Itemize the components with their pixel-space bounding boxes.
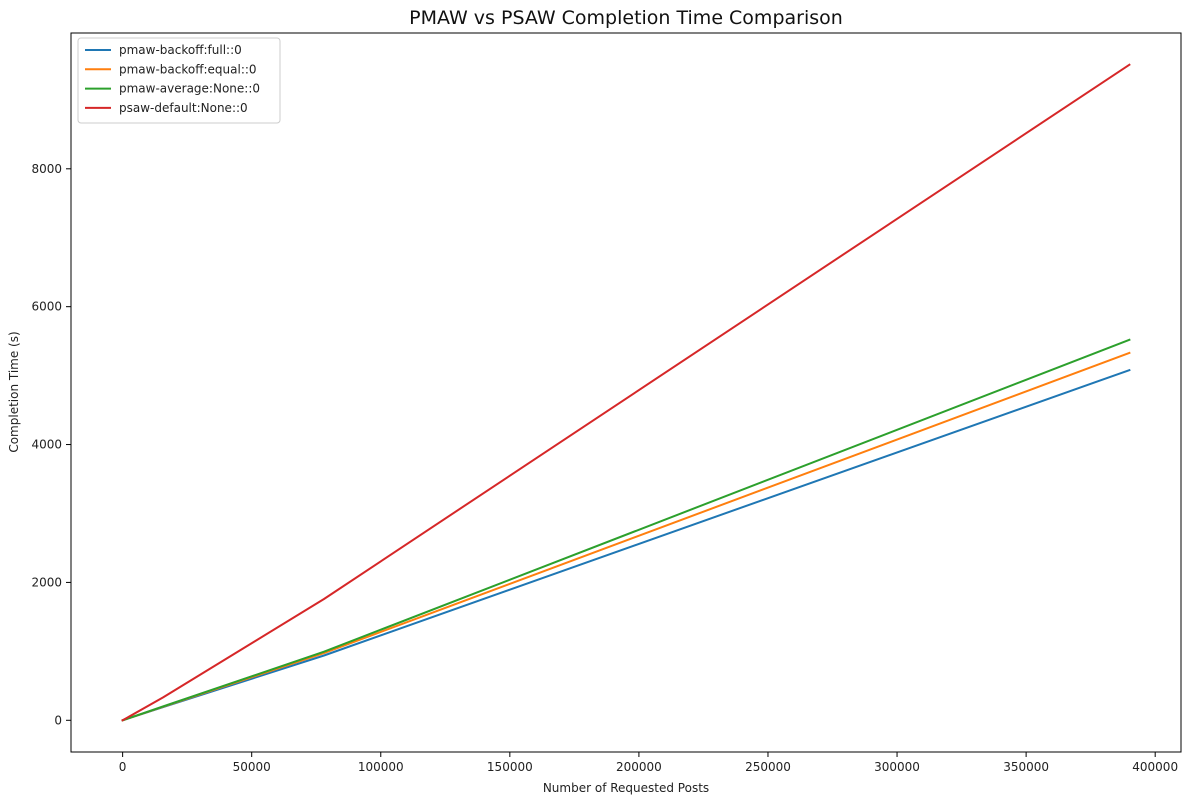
plot-area-frame bbox=[70, 32, 1182, 753]
y-tick-label: 2000 bbox=[31, 575, 62, 589]
y-axis-label: Completion Time (s) bbox=[7, 331, 21, 452]
x-tick-label: 150000 bbox=[487, 760, 533, 774]
series-line bbox=[121, 63, 1131, 722]
x-tick-label: 50000 bbox=[233, 760, 271, 774]
x-tick-label: 300000 bbox=[874, 760, 920, 774]
x-tick-label: 400000 bbox=[1132, 760, 1178, 774]
chart-title: PMAW vs PSAW Completion Time Comparison bbox=[409, 7, 843, 29]
legend-label: pmaw-backoff:full::0 bbox=[119, 43, 242, 57]
series-line bbox=[121, 338, 1131, 722]
series-lines bbox=[121, 63, 1131, 722]
x-axis-ticks: 0 50000 100000 150000 200000 250000 300000 3500… bbox=[119, 752, 1178, 774]
x-tick-label: 250000 bbox=[745, 760, 791, 774]
y-axis-ticks: 0 2000 4000 6000 8000 bbox=[31, 162, 71, 727]
legend: pmaw-backoff:full::0pmaw-backoff:equal::… bbox=[77, 37, 281, 124]
series-line bbox=[121, 368, 1131, 722]
legend-label: pmaw-backoff:equal::0 bbox=[119, 62, 257, 76]
x-tick-label: 100000 bbox=[358, 760, 404, 774]
x-axis-label: Number of Requested Posts bbox=[543, 781, 709, 795]
y-tick-label: 6000 bbox=[31, 300, 62, 314]
legend-label: pmaw-average:None::0 bbox=[119, 82, 260, 96]
legend-label: psaw-default:None::0 bbox=[119, 101, 248, 115]
y-tick-label: 8000 bbox=[31, 162, 62, 176]
x-tick-label: 350000 bbox=[1003, 760, 1049, 774]
y-tick-label: 4000 bbox=[31, 438, 62, 452]
x-tick-label: 200000 bbox=[616, 760, 662, 774]
legend-box bbox=[77, 37, 281, 124]
y-tick-label: 0 bbox=[54, 713, 62, 727]
x-tick-label: 0 bbox=[119, 760, 127, 774]
series-line bbox=[121, 351, 1131, 722]
